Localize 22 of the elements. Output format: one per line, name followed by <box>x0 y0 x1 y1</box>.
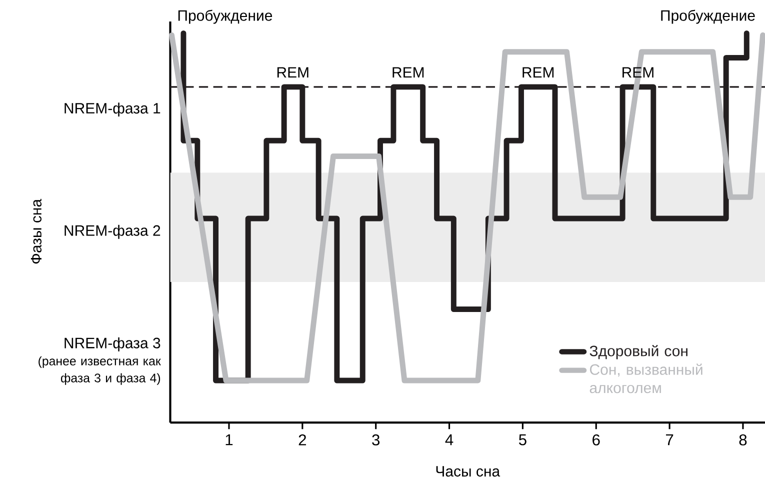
text: Фазы сна <box>30 198 42 264</box>
legend-label: Здоровый сон <box>590 345 688 360</box>
text: NREM-фаза 2 <box>64 224 160 239</box>
text: NREM-фаза 1 <box>64 102 160 117</box>
x-tick-label: 6 <box>592 434 600 446</box>
x-tick-label: 2 <box>298 434 306 446</box>
x-tick-label: 3 <box>372 434 380 446</box>
annotation: REM <box>392 67 424 78</box>
annotation: Пробуждение <box>178 10 272 24</box>
x-axis-title: Часы сна <box>436 466 500 477</box>
annotation: REM <box>277 67 308 78</box>
x-tick-label: 4 <box>445 434 454 446</box>
annotation: REM <box>522 67 554 78</box>
x-tick-label: 1 <box>226 434 233 446</box>
annotation: Пробуждение <box>661 10 755 24</box>
legend-label: Сон, вызванный алкоголем <box>590 364 702 394</box>
annotation: REM <box>622 67 654 78</box>
text: (ранее известная как фаза 3 и фаза 4) <box>38 356 161 385</box>
x-tick-label: 5 <box>518 434 526 446</box>
text: NREM-фаза 3 <box>64 337 160 352</box>
x-tick-label: 7 <box>666 434 674 446</box>
x-tick-label: 8 <box>739 434 747 446</box>
